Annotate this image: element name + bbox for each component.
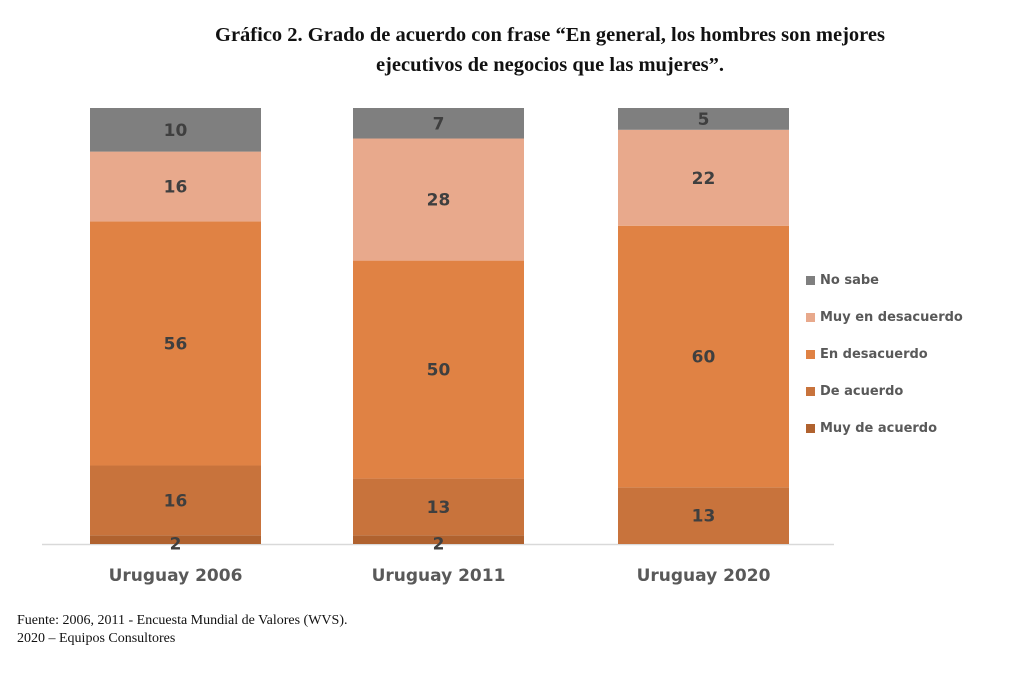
bar-segment-muy-de-acuerdo-1 bbox=[353, 535, 524, 544]
data-label: 16 bbox=[164, 491, 188, 511]
chart-legend: No sabe Muy en desacuerdo En desacuerdo De … bbox=[806, 262, 963, 447]
legend-label: Muy en desacuerdo bbox=[820, 310, 963, 325]
x-tick-label: Uruguay 2006 bbox=[109, 566, 243, 586]
data-label: 28 bbox=[427, 191, 451, 211]
bar-segment-no-sabe-2 bbox=[618, 108, 789, 130]
data-label: 2 bbox=[170, 535, 182, 555]
data-label: 5 bbox=[698, 110, 710, 130]
bar-segment-muy-en-desacuerdo-2 bbox=[618, 129, 789, 226]
bar-segment-en-desacuerdo-1 bbox=[353, 260, 524, 479]
source-line-1: Fuente: 2006, 2011 - Encuesta Mundial de… bbox=[17, 613, 348, 628]
legend-item: Muy en desacuerdo bbox=[806, 299, 963, 336]
bar-segment-no-sabe-0 bbox=[90, 108, 261, 152]
chart-title-line-2: ejecutivos de negocios que las mujeres”. bbox=[375, 54, 725, 76]
chart-title: Gráfico 2. Grado de acuerdo con frase “E… bbox=[140, 20, 960, 80]
legend-swatch bbox=[806, 424, 815, 433]
legend-swatch bbox=[806, 387, 815, 396]
bar-segment-muy-en-desacuerdo-0 bbox=[90, 151, 261, 222]
bar-segment-de-acuerdo-1 bbox=[353, 478, 524, 536]
legend-swatch bbox=[806, 313, 815, 322]
source-line-2: 2020 – Equipos Consultores bbox=[17, 631, 176, 646]
bar-segment-muy-en-desacuerdo-1 bbox=[353, 138, 524, 261]
bar-segment-muy-de-acuerdo-0 bbox=[90, 535, 261, 544]
data-label: 13 bbox=[692, 507, 716, 527]
data-label: 10 bbox=[164, 121, 188, 141]
data-label: 16 bbox=[164, 177, 188, 197]
x-tick-label: Uruguay 2020 bbox=[637, 566, 771, 586]
data-label: 22 bbox=[692, 169, 716, 189]
data-label: 7 bbox=[433, 114, 445, 134]
bar-segment-no-sabe-1 bbox=[353, 108, 524, 139]
legend-label: No sabe bbox=[820, 273, 879, 288]
bar-segment-en-desacuerdo-0 bbox=[90, 221, 261, 466]
legend-swatch bbox=[806, 276, 815, 285]
data-label: 60 bbox=[692, 348, 716, 368]
legend-item: De acuerdo bbox=[806, 373, 963, 410]
bar-segment-de-acuerdo-0 bbox=[90, 465, 261, 536]
legend-item: Muy de acuerdo bbox=[806, 410, 963, 447]
bar-segment-en-desacuerdo-2 bbox=[618, 225, 789, 488]
legend-label: Muy de acuerdo bbox=[820, 421, 938, 436]
legend-item: No sabe bbox=[806, 262, 963, 299]
chart-title-line-1: Gráfico 2. Grado de acuerdo con frase “E… bbox=[215, 24, 885, 46]
legend-item: En desacuerdo bbox=[806, 336, 963, 373]
data-label: 50 bbox=[427, 361, 451, 381]
source-note: Fuente: 2006, 2011 - Encuesta Mundial de… bbox=[17, 612, 348, 648]
data-label: 2 bbox=[433, 535, 445, 555]
legend-label: En desacuerdo bbox=[820, 347, 928, 362]
data-label: 56 bbox=[164, 334, 188, 354]
legend-label: De acuerdo bbox=[820, 384, 904, 399]
bar-segment-de-acuerdo-2 bbox=[618, 487, 789, 544]
data-label: 13 bbox=[427, 498, 451, 518]
x-tick-label: Uruguay 2011 bbox=[372, 566, 506, 586]
legend-swatch bbox=[806, 350, 815, 359]
